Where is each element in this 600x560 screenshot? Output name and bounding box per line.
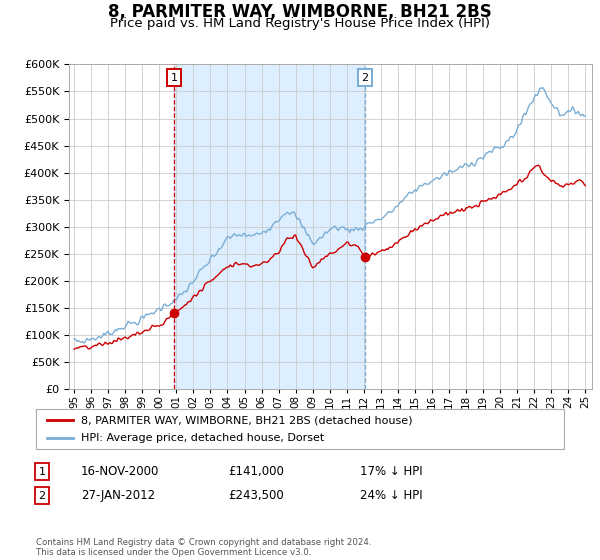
Text: 1: 1 [171,73,178,83]
Text: 1: 1 [38,466,46,477]
Text: 17% ↓ HPI: 17% ↓ HPI [360,465,422,478]
Text: Contains HM Land Registry data © Crown copyright and database right 2024.
This d: Contains HM Land Registry data © Crown c… [36,538,371,557]
Text: Price paid vs. HM Land Registry's House Price Index (HPI): Price paid vs. HM Land Registry's House … [110,17,490,30]
Text: 27-JAN-2012: 27-JAN-2012 [81,489,155,502]
Text: 16-NOV-2000: 16-NOV-2000 [81,465,160,478]
Text: 24% ↓ HPI: 24% ↓ HPI [360,489,422,502]
Text: 8, PARMITER WAY, WIMBORNE, BH21 2BS (detached house): 8, PARMITER WAY, WIMBORNE, BH21 2BS (det… [81,415,412,425]
Text: 2: 2 [38,491,46,501]
Text: £141,000: £141,000 [228,465,284,478]
Text: HPI: Average price, detached house, Dorset: HPI: Average price, detached house, Dors… [81,433,324,443]
Bar [175,64,365,389]
Text: 8, PARMITER WAY, WIMBORNE, BH21 2BS: 8, PARMITER WAY, WIMBORNE, BH21 2BS [108,3,492,21]
Text: 2: 2 [361,73,368,83]
Text: £243,500: £243,500 [228,489,284,502]
